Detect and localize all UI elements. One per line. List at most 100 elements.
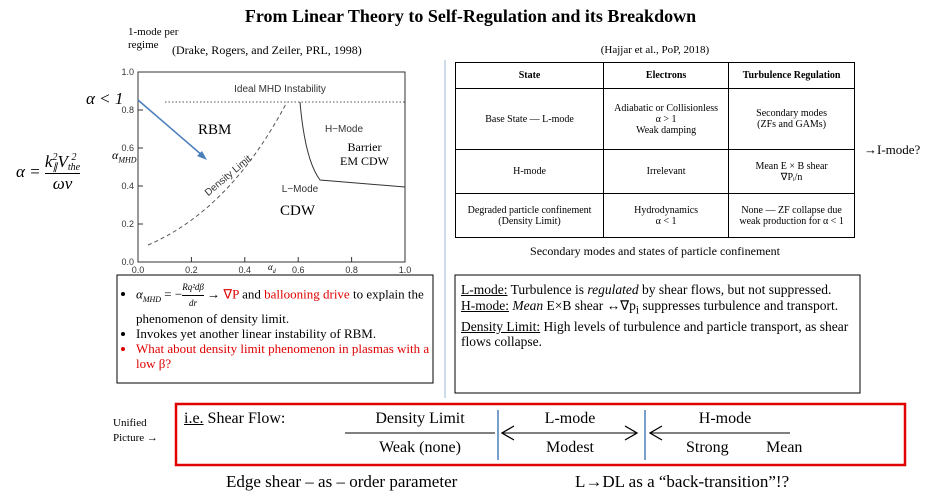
x-tick-label: 0.4 (239, 265, 252, 275)
text: 2 (71, 152, 77, 164)
text: i (635, 304, 640, 317)
text: EM CDW (340, 154, 389, 168)
text: MHD (142, 295, 162, 305)
bullet: Invokes yet another linear instability o… (136, 326, 446, 341)
shear-label: i.e. Shear Flow: (184, 410, 285, 428)
regime-text: L-mode: Turbulence is regulated by shear… (461, 282, 856, 350)
text: k (44, 152, 53, 171)
regime-shear: Modest (546, 439, 594, 456)
y-tick-label: 0.0 (121, 257, 134, 267)
cell-line: ∇Pᵢ/n (780, 171, 803, 183)
text: 2 (52, 152, 58, 164)
cell: None — ZF collapse due weak production fo… (728, 193, 855, 238)
text: → (203, 286, 224, 302)
text: H-mode: (461, 297, 509, 313)
h-mode-boundary (299, 101, 406, 188)
imode-note: →I-mode? (864, 142, 921, 157)
region-label: Density Limit (203, 153, 254, 198)
cell-line: Weak damping (636, 124, 697, 136)
cell-line: Secondary modes (756, 108, 827, 120)
text: α (268, 262, 273, 272)
text: Turbulence is (507, 282, 588, 297)
y-tick-label: 0.8 (121, 105, 134, 115)
cell: Irrelevant (603, 149, 730, 195)
text: MHD (118, 155, 137, 165)
y-tick-label: 0.2 (121, 219, 134, 229)
text: Mean (512, 297, 544, 313)
x-axis-label: αd (268, 262, 276, 275)
region-label: L−Mode (282, 184, 319, 195)
text: ∥ (52, 162, 58, 174)
citation: (Drake, Rogers, and Zeiler, PRL, 1998) (172, 43, 362, 57)
cell-line: Mean E × B shear (755, 160, 828, 172)
text: regime (128, 39, 159, 51)
box (116, 274, 434, 384)
cell: Base State — L-mode (454, 87, 605, 151)
text: Picture → (113, 432, 158, 444)
text: Barrier (347, 140, 382, 154)
region-label: H−Mode (325, 124, 364, 135)
cell-line: None — ZF collapse due (741, 204, 842, 216)
y-tick-label: 0.4 (121, 181, 134, 191)
paragraph: L-mode: Turbulence is regulated by shear… (461, 282, 856, 298)
cell-line: Degraded particle confinement (467, 204, 592, 216)
text: α = (16, 161, 41, 181)
cell-line: weak production for α < 1 (739, 215, 844, 227)
text: High levels of turbulence and particle t… (461, 318, 849, 350)
text: and (238, 286, 265, 302)
text: L-mode: (461, 282, 508, 297)
x-tick-label: 0.2 (185, 265, 198, 275)
text: 1-mode per (128, 26, 179, 38)
header-cell: Electrons (603, 62, 730, 89)
x-tick-label: 0.0 (132, 265, 145, 275)
x-tick-label: 0.6 (292, 265, 305, 275)
cell: Degraded particle confinement (Density Li… (454, 193, 605, 238)
script: 2 ∥ (52, 153, 57, 173)
regime-note: 1-mode per regime (128, 26, 178, 52)
text: regulated (587, 282, 639, 297)
cell: H-mode (454, 149, 605, 195)
y-tick-label: 0.6 (121, 143, 134, 153)
text: Unified (113, 417, 147, 429)
paragraph: Density Limit: High levels of turbulence… (461, 319, 856, 350)
cell: Hydrodynamics α < 1 (603, 193, 730, 238)
text: Density Limit: (461, 318, 541, 334)
bullets: αMHD = −Rq²dβ dr → ∇P and ballooning driv… (120, 280, 446, 371)
regime: L-mode (544, 410, 596, 427)
cell-line: α > 1 (655, 113, 677, 125)
text: i.e. (184, 410, 204, 427)
cell-line: (ZFs and GAMs) (757, 119, 827, 131)
plot-frame (137, 71, 406, 263)
unified-box (174, 402, 907, 467)
text: α (112, 148, 119, 162)
cell-line: α < 1 (655, 215, 677, 227)
text: E×B shear ↔∇p (543, 297, 636, 313)
unified-label: Unified Picture → (113, 416, 158, 446)
rbm: RBM (198, 122, 232, 138)
regime-shear: Weak (none) (379, 439, 461, 456)
shear-picture (345, 410, 790, 460)
text: the (67, 162, 81, 174)
header-cell: State (454, 62, 605, 89)
regime: Density Limit (375, 410, 465, 427)
cell: Mean E × B shear ∇Pᵢ/n (728, 149, 855, 195)
y-axis-label: αMHD (112, 148, 137, 164)
text: d (272, 268, 276, 275)
plot: Ideal MHD Instability H−Mode Density Lim… (121, 67, 411, 275)
script: 2 the (68, 153, 80, 173)
barrier: Barrier EM CDW (340, 140, 389, 168)
citation: (Hajjar et al., PoP, 2018) (600, 44, 710, 56)
x-tick-label: 0.8 (345, 265, 358, 275)
table-caption: Secondary modes and states of particle c… (530, 244, 780, 258)
text: Shear Flow: (203, 410, 286, 427)
text: V (57, 152, 68, 171)
arrow-head (197, 151, 207, 160)
bullet: αMHD = −Rq²dβ dr → ∇P and ballooning driv… (136, 280, 446, 326)
x-tick-label: 1.0 (399, 265, 412, 275)
text: ∇P (223, 286, 239, 302)
text: dr (189, 298, 198, 308)
row: H-mode Irrelevant Mean E × B shear ∇Pᵢ/n (454, 149, 855, 195)
cell: Secondary modes (ZFs and GAMs) (728, 87, 855, 151)
cell-line: Irrelevant (646, 166, 686, 178)
